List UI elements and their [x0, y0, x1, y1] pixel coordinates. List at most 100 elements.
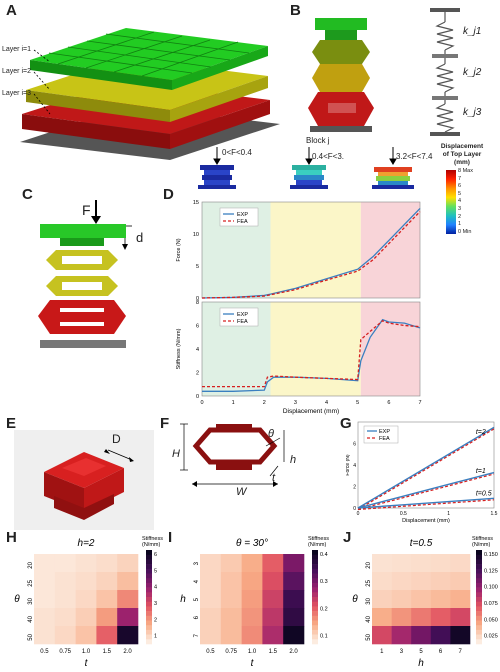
panel-label-i: I: [168, 529, 173, 546]
xtick: 1: [232, 400, 235, 406]
heatmap-cell: [220, 590, 242, 609]
panel-d-insets: [198, 147, 414, 189]
heatmap-cell: [96, 608, 118, 627]
heatmap-cell: [450, 608, 471, 627]
heatmap-cell: [241, 554, 263, 573]
g-xtick: 1: [447, 511, 450, 517]
heatmap-cell: [430, 626, 451, 645]
heatmap-xtick: 2.0: [289, 649, 298, 655]
spring-kj2-label: k_j2: [463, 67, 482, 78]
colorbar-segment: [146, 568, 152, 574]
heatmap-cell: [450, 554, 471, 573]
heatmap-cell: [117, 626, 139, 645]
region-bottom-1: [270, 302, 361, 396]
colorbar-segment: [476, 615, 482, 621]
colorbar-tick: 0.150: [484, 552, 498, 558]
colorbar-tick: 0.050: [484, 617, 498, 623]
g-legend-box: [363, 425, 399, 444]
heatmap-cell: [96, 572, 118, 591]
heatmap-cell: [34, 626, 56, 645]
heatmap-cell: [220, 554, 242, 573]
colorbar-segment: [146, 606, 152, 612]
legend-exp-label: EXP: [237, 212, 248, 218]
heatmap-xtick: 1.5: [103, 649, 112, 655]
heatmap-cell: [391, 572, 412, 591]
heatmap-ytick: 7: [194, 633, 200, 637]
colorbar-segment: [146, 550, 152, 555]
colorbar-title-2: (N/mm): [472, 542, 490, 548]
heatmap-xtick: 2.0: [123, 649, 132, 655]
heatmap-j: t=0.5 1 3 5 6 7 20 25 30 40 50 h θ Stiffness(N/mm) 0.1…: [352, 536, 498, 669]
colorbar-title-1: Stiffness: [142, 536, 163, 542]
colorbar-title-1: Stiffness: [472, 536, 493, 542]
heatmap-cell: [96, 554, 118, 573]
colorbar-tick: 0.4: [320, 552, 328, 558]
colorbar-segment: [476, 550, 482, 555]
heatmap-cell: [241, 608, 263, 627]
colorbar-tick: 0.3: [320, 579, 328, 585]
heatmap-xtick: 7: [459, 649, 463, 655]
heatmap-cell: [34, 590, 56, 609]
colorbar-segment: [476, 568, 482, 574]
colorbar-segment: [312, 611, 318, 617]
panel-c-illustration: [38, 200, 132, 348]
heatmap-cell: [54, 626, 76, 645]
colorbar-segment: [312, 578, 318, 584]
panel-label-a: A: [6, 2, 17, 19]
dim-label-H: H: [172, 448, 180, 460]
heatmap-ytick: 30: [366, 597, 372, 604]
colorbar-tick: 0.2: [320, 606, 328, 612]
colorbar-segment: [312, 615, 318, 621]
colorbar-segment: [312, 634, 318, 640]
colorbar-segment: [146, 601, 152, 607]
g-line-fea-0: [357, 428, 495, 511]
colorbar-title-line1: Displacement: [440, 143, 484, 150]
panel-label-g: G: [340, 415, 352, 432]
heatmap-cell: [430, 554, 451, 573]
heatmap-title: t=0.5: [410, 538, 433, 549]
heatmap-cell: [283, 554, 305, 573]
colorbar-segment: [476, 629, 482, 635]
heatmap-cell: [411, 590, 432, 609]
heatmap-cell: [411, 608, 432, 627]
heatmap-cell: [241, 572, 263, 591]
heatmap-xtick: 1.0: [82, 649, 91, 655]
colorbar-segment: [146, 582, 152, 588]
heatmap-xtick: 1: [380, 649, 384, 655]
colorbar-tick: 0.125: [484, 568, 498, 574]
legend-fea-label: FEA: [237, 219, 248, 225]
heatmap-title: h=2: [78, 538, 95, 549]
colorbar-segment: [146, 615, 152, 621]
panel-e-illustration: [14, 430, 154, 530]
panel-label-f: F: [160, 415, 170, 432]
colorbar-segment: [146, 639, 152, 645]
force-line-FEA: [201, 211, 421, 299]
colorbar-segment: [312, 601, 318, 607]
colorbar-segment: [476, 559, 482, 565]
bottom-frame: [201, 301, 421, 397]
heatmap-cell: [54, 572, 76, 591]
heatmap-cell: [430, 572, 451, 591]
g-ytick: 4: [353, 463, 356, 469]
g-series-label: t=1: [476, 468, 486, 475]
heatmap-cell: [75, 572, 97, 591]
g-y-label: Force (N): [346, 454, 351, 475]
layer-1-label: Layer i=1: [2, 46, 31, 53]
panel-f-illustration: [180, 423, 285, 487]
heatmap-ytick: 20: [366, 561, 372, 568]
top-y-label: Force (N): [176, 238, 182, 261]
heatmap-ytick: 20: [28, 561, 34, 568]
x-axis-label: Displacement (mm): [283, 408, 339, 415]
heatmap-cell: [450, 572, 471, 591]
xtick: 0: [200, 400, 203, 406]
heatmap-xtick: 1.0: [248, 649, 257, 655]
heatmap-cell: [283, 608, 305, 627]
dim-label-theta: θ: [268, 428, 274, 440]
colorbar-segment: [312, 582, 318, 588]
heatmap-xtick: 0.75: [225, 649, 237, 655]
heatmap-cell: [283, 590, 305, 609]
colorbar-tick: 0.100: [484, 585, 498, 591]
heatmap-cell: [96, 626, 118, 645]
heatmap-cell: [96, 590, 118, 609]
colorbar-segment: [476, 597, 482, 602]
